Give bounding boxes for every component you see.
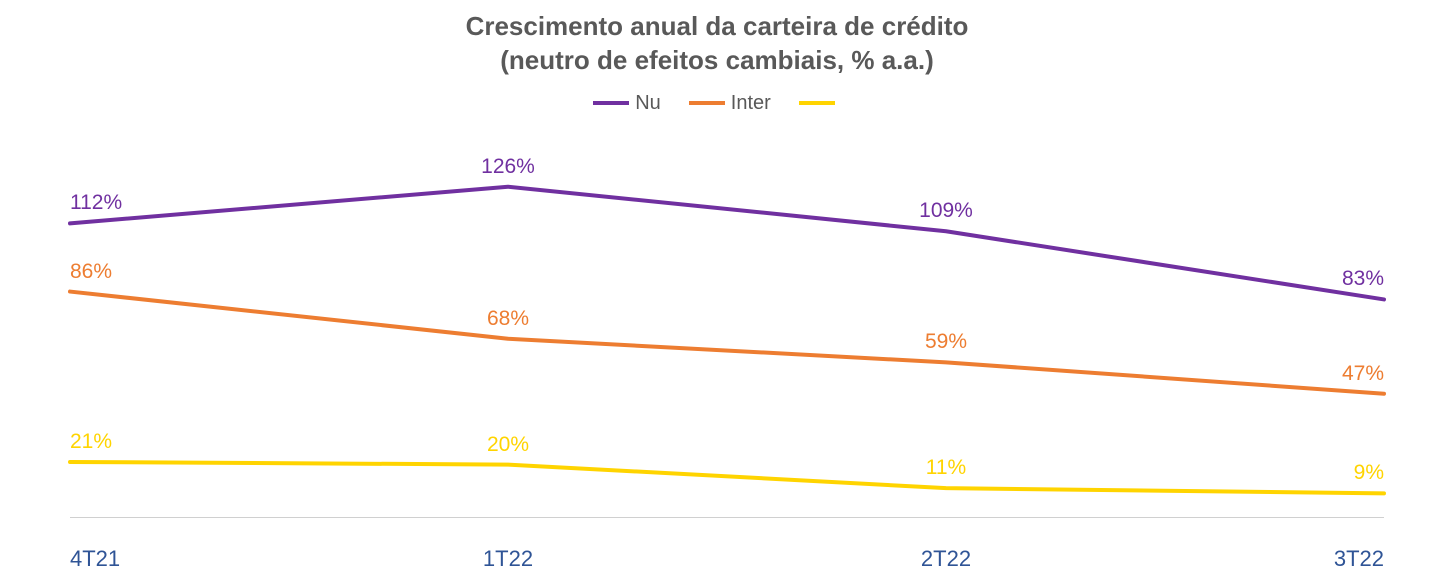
credit-growth-chart: Crescimento anual da carteira de crédito… — [0, 0, 1434, 588]
x-axis: 4T21 1T22 2T22 3T22 — [70, 538, 1384, 578]
data-label: 68% — [487, 307, 529, 331]
data-label: 59% — [925, 330, 967, 354]
legend-item: Nu — [593, 92, 661, 115]
legend-label: Inter — [731, 92, 771, 115]
data-label: 86% — [70, 260, 112, 284]
legend-swatch — [689, 101, 725, 105]
series-line — [70, 292, 1384, 394]
data-label: 21% — [70, 430, 112, 454]
data-label: 9% — [1354, 461, 1384, 485]
chart-title: Crescimento anual da carteira de crédito… — [0, 0, 1434, 78]
data-label: 126% — [481, 155, 535, 179]
legend-item — [799, 92, 841, 115]
data-label: 11% — [926, 456, 966, 480]
legend-swatch — [593, 101, 629, 105]
legend-swatch — [799, 101, 835, 105]
chart-legend: Nu Inter — [0, 92, 1434, 115]
data-label: 20% — [487, 433, 529, 457]
data-label: 83% — [1342, 267, 1384, 291]
data-label: 109% — [919, 199, 973, 223]
x-tick-label: 4T21 — [70, 546, 120, 572]
x-tick-label: 3T22 — [1334, 546, 1384, 572]
chart-title-line2: (neutro de efeitos cambiais, % a.a.) — [0, 44, 1434, 78]
chart-title-line1: Crescimento anual da carteira de crédito — [0, 10, 1434, 44]
x-tick-label: 1T22 — [483, 546, 533, 572]
legend-label: Nu — [635, 92, 661, 115]
plot-area: 112% 126% 109% 83% 86% 68% 59% 47% 21% 20% 11% 9% — [70, 150, 1384, 518]
x-tick-label: 2T22 — [921, 546, 971, 572]
series-line — [70, 187, 1384, 300]
data-label: 47% — [1342, 362, 1384, 386]
data-label: 112% — [70, 191, 122, 215]
series-line — [70, 462, 1384, 493]
legend-item: Inter — [689, 92, 771, 115]
plot-lines — [70, 150, 1384, 517]
